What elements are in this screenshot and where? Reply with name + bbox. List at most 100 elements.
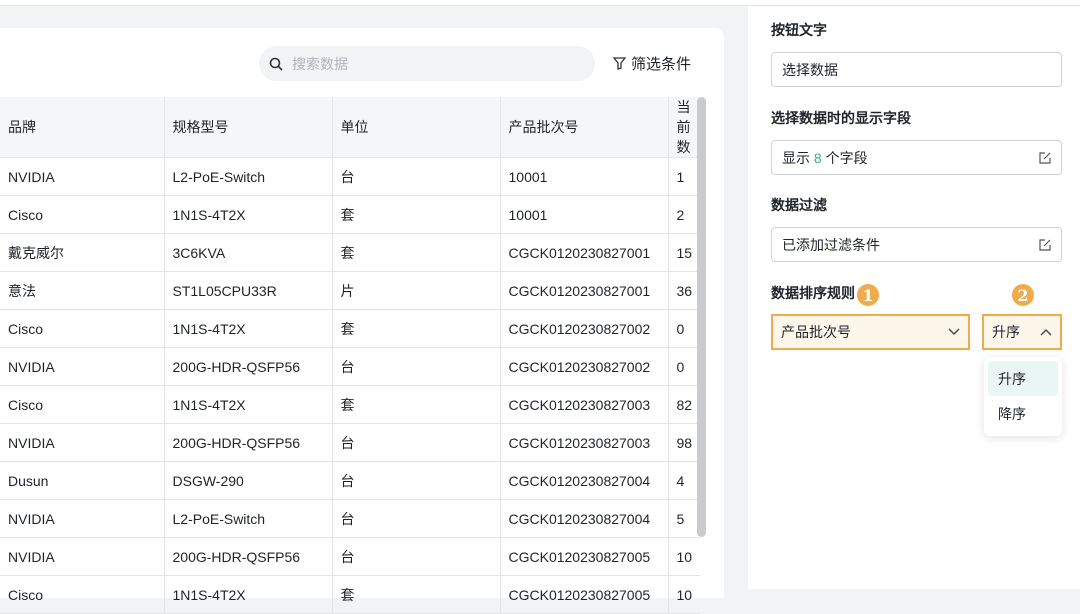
table-cell: 200G-HDR-QSFP56 — [164, 423, 333, 462]
header-batch[interactable]: 产品批次号 — [500, 97, 669, 158]
table-cell: 片 — [332, 271, 501, 310]
table-cell: 台 — [332, 499, 501, 538]
table-cell: NVIDIA — [0, 499, 165, 538]
table-cell: CGCK0120230827005 — [500, 537, 669, 576]
table-cell: 台 — [332, 423, 501, 462]
table-cell: DSGW-290 — [164, 461, 333, 500]
table-cell: 5 — [668, 499, 700, 538]
table-cell: 台 — [332, 461, 501, 500]
table-header-row: 品牌 规格型号 单位 产品批次号 当前数 — [0, 97, 700, 158]
table-cell: 套 — [332, 233, 501, 272]
table-cell: CGCK0120230827004 — [500, 499, 669, 538]
table-row[interactable]: Cisco 1N1S-4T2X 套 10001 2 — [0, 195, 700, 234]
header-brand[interactable]: 品牌 — [0, 97, 165, 158]
table-cell: 台 — [332, 537, 501, 576]
search-input[interactable]: 搜索数据 — [259, 46, 595, 81]
table-cell: 10 — [668, 575, 700, 614]
search-icon — [269, 57, 283, 71]
display-fields-label: 选择数据时的显示字段 — [771, 110, 911, 126]
table-cell: L2-PoE-Switch — [164, 157, 333, 196]
table-cell: 0 — [668, 309, 700, 348]
display-count: 8 — [813, 149, 822, 166]
table-cell: 1N1S-4T2X — [164, 575, 333, 614]
table-cell: 36 — [668, 271, 700, 310]
sort-order-select[interactable]: 升序 — [982, 314, 1062, 350]
table-cell: CGCK0120230827003 — [500, 385, 669, 424]
step-badge-2: 2 — [1012, 284, 1034, 306]
table-cell: CGCK0120230827004 — [500, 461, 669, 500]
filter-icon — [613, 57, 626, 70]
table-cell: NVIDIA — [0, 157, 165, 196]
sort-label: 数据排序规则 — [771, 285, 855, 301]
table-cell: 戴克威尔 — [0, 233, 165, 272]
display-post: 个字段 — [825, 149, 868, 166]
table-cell: 82 — [668, 385, 700, 424]
table-row[interactable]: NVIDIA L2-PoE-Switch 台 10001 1 — [0, 157, 700, 196]
table-cell: 台 — [332, 157, 501, 196]
table-row[interactable]: NVIDIA 200G-HDR-QSFP56 台 CGCK0120230827002 0 — [0, 347, 700, 386]
table-cell: 10001 — [500, 195, 669, 234]
table-row[interactable]: NVIDIA 200G-HDR-QSFP56 台 CGCK0120230827005 1… — [0, 537, 700, 576]
table-cell: 套 — [332, 385, 501, 424]
table-cell: 台 — [332, 347, 501, 386]
table-cell: 10 — [668, 537, 700, 576]
chevron-down-icon — [948, 328, 960, 335]
header-current[interactable]: 当前数 — [668, 97, 700, 158]
table-cell: CGCK0120230827001 — [500, 271, 669, 310]
table-row[interactable]: 意法 ST1L05CPU33R 片 CGCK0120230827001 36 — [0, 271, 700, 310]
table-cell: 10001 — [500, 157, 669, 196]
table-row[interactable]: Cisco 1N1S-4T2X 套 CGCK0120230827003 82 — [0, 385, 700, 424]
table-cell: NVIDIA — [0, 537, 165, 576]
table-cell: L2-PoE-Switch — [164, 499, 333, 538]
table-cell: 1N1S-4T2X — [164, 195, 333, 234]
table-cell: 2 — [668, 195, 700, 234]
filter-value: 已添加过滤条件 — [782, 236, 880, 253]
sort-field-select[interactable]: 产品批次号 — [771, 314, 970, 350]
option-descending[interactable]: 降序 — [998, 405, 1026, 422]
table-row[interactable]: 戴克威尔 3C6KVA 套 CGCK0120230827001 15 — [0, 233, 700, 272]
table-cell: 200G-HDR-QSFP56 — [164, 537, 333, 576]
table-cell: 意法 — [0, 271, 165, 310]
table-cell: Cisco — [0, 195, 165, 234]
table-cell: 套 — [332, 309, 501, 348]
table-cell: 套 — [332, 195, 501, 234]
edit-icon[interactable] — [1039, 151, 1051, 164]
display-pre: 显示 — [782, 149, 810, 166]
table-cell: Cisco — [0, 575, 165, 614]
filter-field[interactable]: 已添加过滤条件 — [771, 227, 1062, 262]
table-row[interactable]: Cisco 1N1S-4T2X 套 CGCK0120230827002 0 — [0, 309, 700, 348]
header-model[interactable]: 规格型号 — [164, 97, 333, 158]
top-bar — [0, 0, 1080, 6]
sort-field-value: 产品批次号 — [781, 324, 851, 340]
sort-order-dropdown: 升序 降序 — [984, 357, 1062, 436]
table-cell: 15 — [668, 233, 700, 272]
table-cell: CGCK0120230827003 — [500, 423, 669, 462]
table-cell: 1N1S-4T2X — [164, 385, 333, 424]
table-cell: 0 — [668, 347, 700, 386]
table-cell: 200G-HDR-QSFP56 — [164, 347, 333, 386]
step-badge-1: 1 — [857, 284, 879, 306]
table-cell: CGCK0120230827002 — [500, 309, 669, 348]
filter-button[interactable]: 筛选条件 — [613, 53, 691, 74]
table-row[interactable]: Cisco 1N1S-4T2X 套 CGCK0120230827005 10 — [0, 575, 700, 614]
edit-icon[interactable] — [1039, 238, 1051, 251]
table-cell: CGCK0120230827002 — [500, 347, 669, 386]
table-cell: Cisco — [0, 309, 165, 348]
header-unit[interactable]: 单位 — [332, 97, 501, 158]
table-row[interactable]: NVIDIA 200G-HDR-QSFP56 台 CGCK0120230827003 9… — [0, 423, 700, 462]
sort-order-value: 升序 — [992, 324, 1020, 340]
data-table: 品牌 规格型号 单位 产品批次号 当前数 NVIDIA L2-PoE-Switch… — [0, 97, 700, 614]
table-cell: Cisco — [0, 385, 165, 424]
button-text-label: 按钮文字 — [771, 22, 827, 38]
display-fields-field[interactable]: 显示 8 个字段 — [771, 140, 1062, 175]
table-scrollbar[interactable] — [697, 97, 706, 537]
option-ascending[interactable]: 升序 — [988, 361, 1058, 396]
table-cell: Dusun — [0, 461, 165, 500]
button-text-value: 选择数据 — [782, 61, 838, 78]
table-cell: 1N1S-4T2X — [164, 309, 333, 348]
button-text-input[interactable]: 选择数据 — [771, 52, 1062, 87]
chevron-up-icon — [1040, 329, 1052, 336]
table-cell: ST1L05CPU33R — [164, 271, 333, 310]
table-row[interactable]: Dusun DSGW-290 台 CGCK0120230827004 4 — [0, 461, 700, 500]
table-row[interactable]: NVIDIA L2-PoE-Switch 台 CGCK0120230827004 5 — [0, 499, 700, 538]
